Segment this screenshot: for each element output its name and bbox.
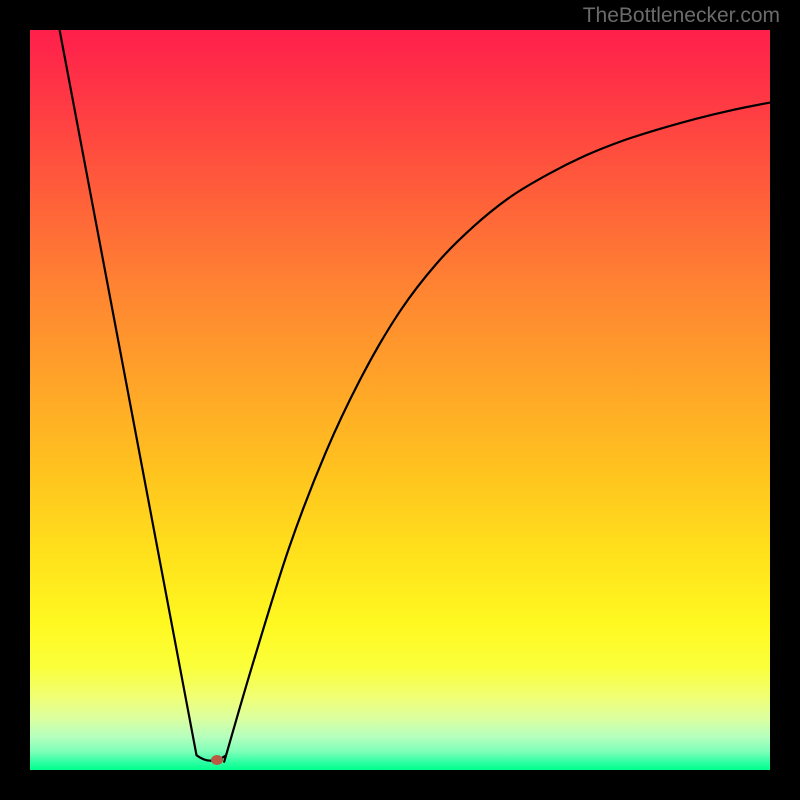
watermark-text: TheBottlenecker.com — [583, 4, 780, 28]
optimal-point-marker — [211, 755, 223, 765]
bottleneck-curve — [30, 30, 770, 770]
border-bottom — [0, 770, 800, 800]
chart-frame: TheBottlenecker.com — [0, 0, 800, 800]
border-left — [0, 0, 30, 800]
border-right — [770, 0, 800, 800]
plot-area — [30, 30, 770, 770]
